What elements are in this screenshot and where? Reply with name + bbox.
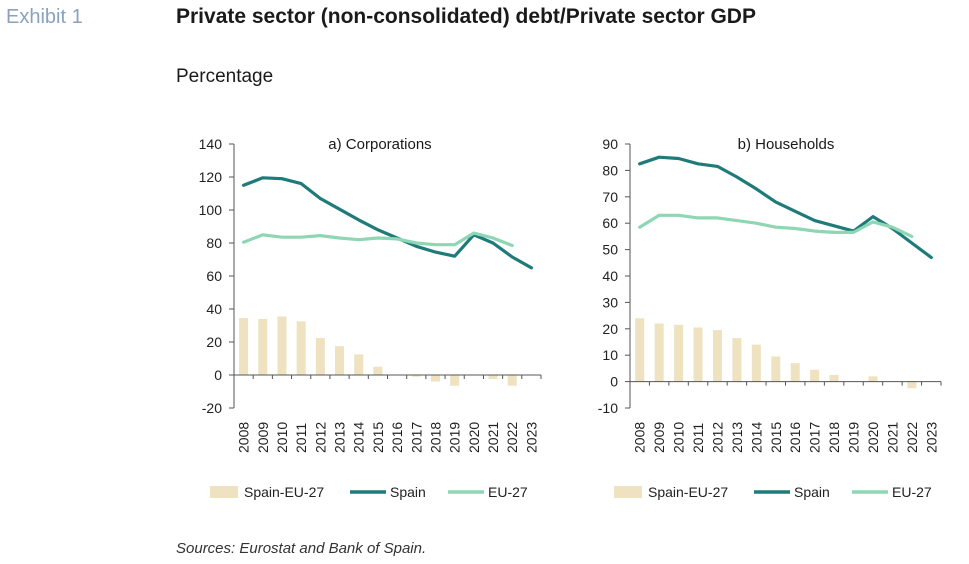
y-tick-label: 10 <box>602 347 618 363</box>
x-tick-label: 2015 <box>370 422 386 453</box>
x-tick-label: 2022 <box>504 422 520 453</box>
x-tick-label: 2016 <box>389 422 405 453</box>
bar-spain-eu27 <box>810 369 820 382</box>
bar-spain-eu27 <box>654 323 664 382</box>
exhibit-label: Exhibit 1 <box>6 6 83 28</box>
x-tick-label: 2020 <box>865 422 881 453</box>
bar-spain-eu27 <box>635 318 645 382</box>
y-tick-label: 40 <box>602 268 618 284</box>
x-tick-label: 2010 <box>671 422 687 453</box>
y-tick-label: 60 <box>602 215 618 231</box>
x-tick-label: 2008 <box>632 422 648 453</box>
y-tick-label: 50 <box>602 242 618 258</box>
line-spain <box>638 155 933 260</box>
bar-spain-eu27 <box>488 375 498 380</box>
bar-spain-eu27 <box>277 316 287 375</box>
chart-subtitle: Percentage <box>176 66 274 87</box>
x-tick-label: 2022 <box>904 422 920 453</box>
y-tick-label: 80 <box>602 162 618 178</box>
bar-spain-eu27 <box>354 354 364 375</box>
x-tick-label: 2019 <box>447 422 463 453</box>
bar-spain-eu27 <box>315 337 325 375</box>
bar-spain-eu27 <box>829 375 839 382</box>
bar-spain-eu27 <box>507 375 517 386</box>
x-tick-label: 2010 <box>274 422 290 453</box>
line-spain <box>242 176 533 270</box>
x-tick-label: 2017 <box>408 422 424 453</box>
x-tick-label: 2017 <box>807 422 823 453</box>
x-tick-label: 2008 <box>236 422 252 453</box>
bar-spain-eu27 <box>732 338 742 382</box>
x-tick-label: 2023 <box>923 422 939 453</box>
x-tick-label: 2011 <box>690 423 706 453</box>
y-tick-label: 100 <box>199 202 223 218</box>
legend-label: Spain <box>794 484 830 500</box>
panel-title: a) Corporations <box>328 136 431 153</box>
y-tick-label: 20 <box>206 334 222 350</box>
x-tick-label: 2009 <box>651 422 667 453</box>
legend-swatch-bar <box>614 486 642 498</box>
bar-spain-eu27 <box>450 375 460 386</box>
bar-spain-eu27 <box>771 356 781 382</box>
chart-title: Private sector (non-consolidated) debt/P… <box>176 5 756 28</box>
bar-spain-eu27 <box>712 330 722 382</box>
bar-spain-eu27 <box>868 376 878 382</box>
bar-spain-eu27 <box>411 375 421 377</box>
bar-spain-eu27 <box>751 344 761 382</box>
y-tick-label: 80 <box>206 235 222 251</box>
bar-spain-eu27 <box>373 366 383 375</box>
y-tick-label: 120 <box>199 169 223 185</box>
y-tick-label: 90 <box>602 136 618 152</box>
x-tick-label: 2014 <box>351 422 367 453</box>
x-tick-label: 2019 <box>846 422 862 453</box>
y-tick-label: 0 <box>610 374 618 390</box>
x-tick-label: 2009 <box>255 422 271 453</box>
x-tick-label: 2018 <box>826 422 842 453</box>
x-tick-label: 2013 <box>332 422 348 453</box>
bar-spain-eu27 <box>296 321 306 375</box>
y-tick-label: 30 <box>602 294 618 310</box>
bar-spain-eu27 <box>258 318 268 375</box>
bar-spain-eu27 <box>674 324 684 382</box>
x-tick-label: 2015 <box>768 422 784 453</box>
bar-spain-eu27 <box>430 375 440 382</box>
bar-spain-eu27 <box>907 381 917 389</box>
x-tick-label: 2021 <box>485 422 501 453</box>
bar-spain-eu27 <box>335 346 345 375</box>
line-eu27 <box>638 213 914 238</box>
x-tick-label: 2016 <box>787 422 803 453</box>
y-tick-label: -10 <box>598 400 618 416</box>
x-tick-label: 2020 <box>466 422 482 453</box>
x-tick-label: 2012 <box>709 422 725 453</box>
legend-label: Spain-EU-27 <box>648 484 728 500</box>
legend-label: Spain-EU-27 <box>244 484 324 500</box>
legend-label: EU-27 <box>488 484 528 500</box>
x-tick-label: 2023 <box>523 422 539 453</box>
legend-label: Spain <box>390 484 426 500</box>
bar-spain-eu27 <box>790 363 800 382</box>
x-tick-label: 2014 <box>748 422 764 453</box>
y-tick-label: 70 <box>602 189 618 205</box>
bar-spain-eu27 <box>693 327 703 382</box>
source-note: Sources: Eurostat and Bank of Spain. <box>176 540 427 557</box>
y-tick-label: 20 <box>602 321 618 337</box>
x-tick-label: 2011 <box>293 423 309 453</box>
x-tick-label: 2013 <box>729 422 745 453</box>
x-tick-label: 2021 <box>884 422 900 453</box>
y-tick-label: -20 <box>202 400 222 416</box>
panel-title: b) Households <box>738 136 835 153</box>
line-eu27 <box>242 231 514 248</box>
y-tick-label: 140 <box>199 136 223 152</box>
y-tick-label: 60 <box>206 268 222 284</box>
legend-swatch-bar <box>210 486 238 498</box>
bar-spain-eu27 <box>239 318 249 375</box>
x-tick-label: 2018 <box>427 422 443 453</box>
legend-label: EU-27 <box>892 484 932 500</box>
y-tick-label: 40 <box>206 301 222 317</box>
y-tick-label: 0 <box>214 367 222 383</box>
x-tick-label: 2012 <box>312 422 328 453</box>
